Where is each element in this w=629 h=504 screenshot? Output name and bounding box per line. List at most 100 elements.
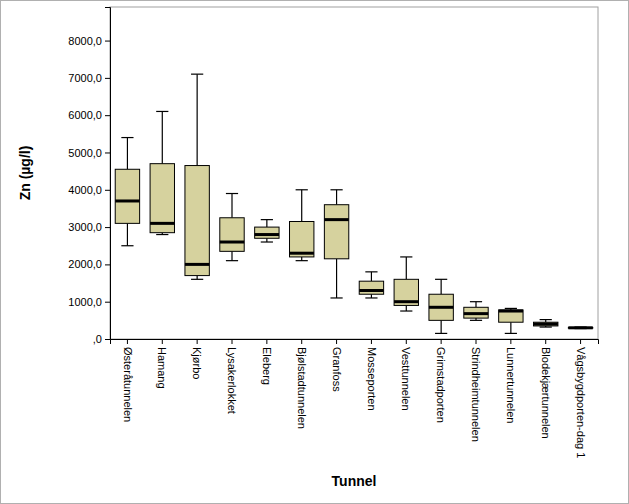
x-tick-mark	[476, 339, 477, 344]
min-cap	[505, 333, 517, 334]
x-tick: Vesttunnelen	[400, 339, 412, 411]
lower-whisker	[510, 322, 511, 333]
box	[290, 190, 314, 261]
y-tick-mark	[105, 41, 110, 42]
y-tick-mark	[105, 302, 110, 303]
box	[534, 320, 558, 327]
upper-whisker	[441, 279, 442, 294]
y-axis: ,01000,02000,03000,04000,05000,06000,070…	[68, 8, 110, 346]
min-cap	[296, 260, 308, 261]
y-tick-mark	[105, 227, 110, 228]
median	[568, 326, 592, 329]
y-tick-label: 5000,0	[68, 147, 102, 159]
boxes	[115, 74, 593, 333]
lower-whisker	[406, 305, 407, 311]
max-cap	[435, 279, 447, 280]
y-tick-label: ,0	[93, 333, 102, 345]
y-axis-title: Zn (µg/l)	[17, 146, 33, 201]
upper-whisker	[301, 190, 302, 222]
box-body	[150, 164, 174, 233]
x-tick-label: Blodekjærtunnelen	[540, 347, 552, 439]
median	[464, 312, 488, 315]
x-axis-title: Tunnel	[332, 473, 377, 489]
y-tick-mark	[105, 264, 110, 265]
max-cap	[226, 193, 238, 194]
x-tick: Granfoss	[331, 339, 343, 392]
x-tick-label: Vågsbygdporten-dag 1	[575, 347, 587, 458]
x-tick: Vågsbygdporten-dag 1	[575, 339, 587, 458]
box-body	[255, 227, 279, 238]
box-body	[464, 307, 488, 318]
median	[220, 241, 244, 244]
box	[150, 111, 174, 234]
median	[359, 289, 383, 292]
max-cap	[505, 308, 517, 309]
y-tick: 2000,0	[68, 258, 110, 270]
x-tick-mark	[545, 339, 546, 344]
x-tick-mark	[336, 339, 337, 344]
y-axis-line	[105, 8, 111, 340]
y-tick-mark	[105, 78, 110, 79]
x-tick-mark	[127, 339, 128, 344]
upper-whisker	[231, 194, 232, 218]
median	[115, 199, 139, 202]
median	[255, 233, 279, 236]
background	[1, 1, 629, 504]
box-body	[220, 218, 244, 252]
box	[394, 257, 418, 311]
upper-whisker	[371, 272, 372, 281]
x-tick-label: Lysakerlokket	[226, 347, 238, 414]
y-tick: 6000,0	[68, 109, 110, 121]
box	[324, 190, 348, 298]
upper-whisker	[475, 302, 476, 308]
y-tick: 3000,0	[68, 221, 110, 233]
x-tick-mark	[510, 339, 511, 344]
y-tick-label: 6000,0	[68, 109, 102, 121]
x-tick-mark	[580, 339, 581, 344]
x-tick-mark	[371, 339, 372, 344]
box-body	[185, 166, 209, 276]
median	[394, 300, 418, 303]
x-tick-label: Kjørbo	[191, 347, 203, 379]
min-cap	[191, 279, 203, 280]
box-body	[534, 322, 558, 326]
y-tick-mark	[105, 339, 110, 340]
y-tick: 7000,0	[68, 72, 110, 84]
max-cap	[365, 271, 377, 272]
min-cap	[121, 245, 133, 246]
min-cap	[365, 297, 377, 298]
median	[429, 306, 453, 309]
max-cap	[261, 219, 273, 220]
lower-whisker	[336, 259, 337, 298]
min-cap	[540, 326, 552, 327]
x-axis-line	[111, 340, 599, 345]
x-tick: Kjørbo	[191, 339, 203, 379]
box-body	[429, 294, 453, 320]
x-tick: Strindheimtunnelen	[470, 339, 482, 442]
y-tick-mark	[105, 190, 110, 191]
x-tick-label: Vesttunnelen	[400, 347, 412, 411]
y-tick-mark	[105, 152, 110, 153]
x-tick-label: Lunnertunnelen	[505, 347, 517, 423]
x-tick-label: Strindheimtunnelen	[470, 347, 482, 442]
x-tick-label: Grimstadporten	[435, 347, 447, 423]
lower-whisker	[441, 320, 442, 333]
x-tick-label: Granfoss	[331, 347, 343, 392]
x-tick-mark	[406, 339, 407, 344]
max-cap	[121, 137, 133, 138]
y-tick: ,0	[93, 333, 110, 345]
y-tick: 5000,0	[68, 147, 110, 159]
box-body	[324, 205, 348, 259]
y-tick-label: 2000,0	[68, 258, 102, 270]
min-cap	[156, 234, 168, 235]
x-tick: Eleberg	[261, 339, 273, 385]
y-tick-label: 3000,0	[68, 221, 102, 233]
upper-whisker	[406, 257, 407, 279]
lower-whisker	[231, 251, 232, 260]
max-cap	[470, 301, 482, 302]
box-body	[115, 169, 139, 223]
y-tick: 4000,0	[68, 184, 110, 196]
max-cap	[540, 319, 552, 320]
box-body	[568, 327, 592, 329]
box	[185, 74, 209, 279]
